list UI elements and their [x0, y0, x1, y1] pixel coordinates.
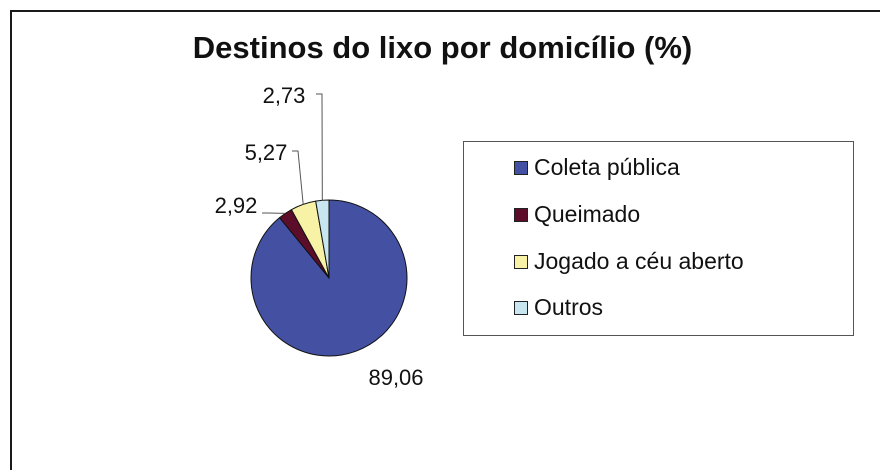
data-label-queimado: 2,92 [215, 193, 258, 218]
chart-legend: Coleta pública Queimado Jogado a céu abe… [463, 141, 854, 336]
legend-item-outros: Outros [514, 294, 603, 321]
data-label-outros: 2,73 [263, 83, 306, 108]
data-label-coleta-publica: 89,06 [368, 365, 423, 390]
legend-label-jogado-a-ceu-aberto: Jogado a céu aberto [534, 248, 744, 275]
legend-swatch-jogado-a-ceu-aberto [514, 255, 528, 269]
data-label-jogado-a-ceu-aberto: 5,27 [245, 140, 288, 165]
legend-swatch-queimado [514, 208, 528, 222]
legend-item-jogado-a-ceu-aberto: Jogado a céu aberto [514, 248, 744, 275]
legend-label-coleta-publica: Coleta pública [534, 154, 680, 181]
legend-label-queimado: Queimado [534, 201, 640, 228]
leader-line-outros [316, 94, 322, 200]
legend-swatch-outros [514, 301, 528, 315]
legend-item-coleta-publica: Coleta pública [514, 154, 680, 181]
legend-swatch-coleta-publica [514, 161, 528, 175]
legend-label-outros: Outros [534, 294, 603, 321]
legend-item-queimado: Queimado [514, 201, 640, 228]
leader-line-jogado-a-ceu-aberto [292, 151, 303, 204]
